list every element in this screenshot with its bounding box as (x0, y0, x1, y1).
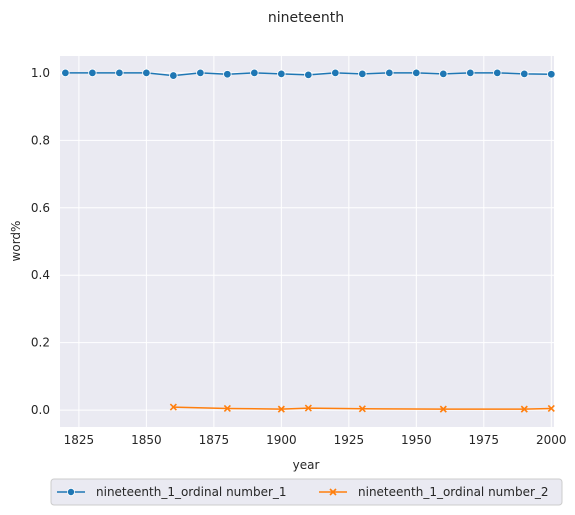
data-point (439, 405, 447, 413)
y-axis: 0.0 0.2 0.4 0.6 0.8 1.0 (31, 66, 50, 417)
data-point (169, 71, 178, 80)
data-point (358, 405, 366, 413)
chart-title: nineteenth (268, 10, 344, 26)
data-point (223, 70, 232, 79)
x-axis: 1825 1850 1875 1900 1925 1950 1975 2000 (64, 433, 567, 447)
data-point (142, 68, 151, 78)
data-point (385, 68, 394, 78)
data-point (88, 68, 97, 78)
data-point (61, 68, 70, 78)
data-point (169, 403, 177, 411)
data-point (547, 404, 555, 413)
y-tick-label: 0.0 (31, 403, 50, 417)
data-point (520, 69, 529, 79)
y-tick-label: 0.8 (31, 133, 50, 147)
legend-label-series-2: nineteenth_1_ordinal number_2 (358, 485, 549, 499)
data-point (520, 405, 528, 413)
x-tick-label: 1825 (64, 433, 95, 447)
data-point (304, 70, 313, 80)
legend-marker-circle (67, 487, 76, 496)
data-point (304, 404, 312, 412)
data-point (466, 68, 475, 78)
x-tick-label: 1975 (469, 433, 500, 447)
x-axis-title: year (293, 458, 320, 472)
data-point (277, 405, 285, 413)
data-point (358, 69, 367, 79)
x-tick-label: 1950 (401, 433, 432, 447)
y-axis-title: word% (9, 221, 23, 262)
data-point (223, 404, 231, 413)
legend: nineteenth_1_ordinal number_1 nineteenth… (50, 478, 563, 506)
legend-entry-series-1[interactable]: nineteenth_1_ordinal number_1 (57, 485, 287, 499)
data-point (547, 70, 556, 79)
series-2 (169, 403, 555, 413)
data-point (250, 68, 259, 78)
series-2-line (173, 406, 552, 410)
legend-label-series-1: nineteenth_1_ordinal number_1 (96, 485, 287, 499)
y-tick-label: 0.2 (31, 336, 50, 350)
x-tick-label: 1900 (266, 433, 297, 447)
data-point (493, 68, 502, 78)
data-point (331, 68, 340, 78)
y-tick-label: 1.0 (31, 66, 50, 80)
plot-area (60, 56, 554, 427)
x-tick-label: 1850 (131, 433, 162, 447)
y-tick-label: 0.4 (31, 268, 50, 282)
data-point (439, 69, 448, 79)
series-layer (61, 68, 556, 413)
legend-entry-series-2[interactable]: nineteenth_1_ordinal number_2 (319, 485, 549, 499)
data-point (115, 68, 124, 78)
data-point (412, 68, 421, 78)
x-tick-label: 2000 (536, 433, 567, 447)
legend-box (50, 478, 563, 506)
x-tick-label: 1925 (334, 433, 365, 447)
legend-marker-x (329, 488, 337, 496)
y-tick-label: 0.6 (31, 201, 50, 215)
data-point (196, 68, 205, 78)
x-tick-label: 1875 (199, 433, 230, 447)
data-point (277, 69, 286, 79)
series-1 (61, 68, 556, 80)
